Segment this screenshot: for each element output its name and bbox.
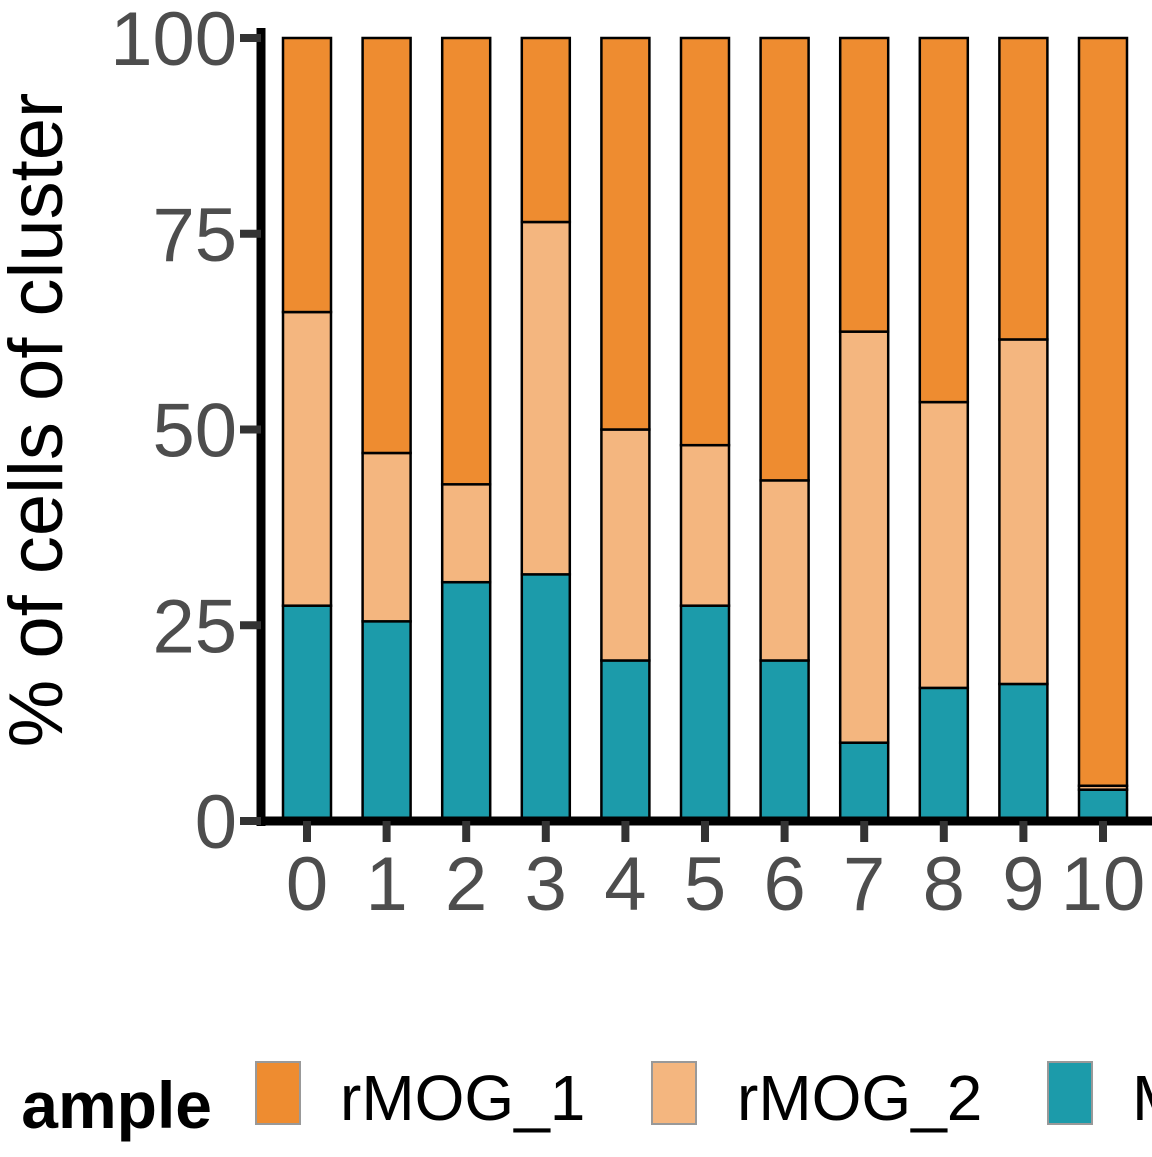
- legend-label-rMOG_2: rMOG_2: [737, 1062, 982, 1134]
- bar-segment-rMOG_2-3: [520, 220, 572, 576]
- bar-segment-M-4: [600, 659, 651, 823]
- bar-segment-M-7: [838, 741, 890, 823]
- bar-segment-rMOG_1-4: [600, 36, 651, 431]
- x-tick-label-5: 5: [684, 842, 726, 927]
- x-tick-label-4: 4: [604, 842, 646, 927]
- y-tick-label-100: 100: [110, 0, 237, 82]
- y-tick-label-0: 0: [195, 780, 237, 865]
- bar-segment-rMOG_2-9: [998, 338, 1049, 686]
- bar-segment-rMOG_2-6: [759, 479, 810, 662]
- bar-segment-rMOG_2-1: [361, 451, 412, 623]
- bar-segment-M-0: [281, 604, 333, 823]
- legend-key-rMOG_2: [651, 1061, 697, 1125]
- x-tick-label-0: 0: [286, 842, 328, 927]
- bar-segment-rMOG_2-4: [600, 428, 651, 662]
- bar-segment-rMOG_1-1: [361, 36, 412, 455]
- bar-segment-rMOG_2-5: [679, 443, 731, 607]
- legend-title: ample: [21, 1068, 212, 1142]
- x-tick-label-3: 3: [525, 842, 567, 927]
- x-tick-label-2: 2: [445, 842, 487, 927]
- bar-segment-rMOG_2-7: [838, 330, 890, 744]
- legend-key-M: [1047, 1061, 1093, 1125]
- y-tick-label-50: 50: [152, 389, 237, 474]
- y-tick-label-25: 25: [152, 584, 237, 669]
- legend-key-rMOG_1: [255, 1061, 301, 1125]
- bar-segment-rMOG_1-3: [520, 36, 572, 224]
- bar-segment-rMOG_1-8: [918, 36, 970, 404]
- bar-segment-rMOG_1-5: [679, 36, 731, 447]
- bar-segment-M-8: [918, 686, 970, 823]
- bar-segment-M-1: [361, 620, 412, 823]
- x-tick-label-7: 7: [843, 842, 885, 927]
- bar-segment-rMOG_1-9: [998, 36, 1049, 341]
- legend-label-rMOG_1: rMOG_1: [340, 1062, 585, 1134]
- legend-label-M: M: [1132, 1062, 1152, 1134]
- bar-segment-M-10: [1077, 788, 1129, 823]
- bar-segment-rMOG_2-0: [281, 310, 333, 607]
- bar-segment-M-3: [520, 573, 572, 823]
- y-tick-label-75: 75: [152, 193, 237, 278]
- x-tick-label-10: 10: [1061, 842, 1146, 927]
- bar-segment-M-9: [998, 682, 1049, 823]
- x-tick-label-9: 9: [1002, 842, 1044, 927]
- bar-segment-rMOG_2-8: [918, 400, 970, 690]
- bar-segment-M-5: [679, 604, 731, 823]
- y-axis-label: % of cells of cluster: [0, 93, 79, 748]
- bar-segment-rMOG_1-2: [440, 36, 492, 486]
- bar-segment-rMOG_1-10: [1077, 36, 1129, 788]
- bar-segment-rMOG_1-6: [759, 36, 810, 482]
- bar-segment-M-6: [759, 659, 810, 823]
- x-tick-label-6: 6: [763, 842, 805, 927]
- bar-segment-rMOG_2-2: [440, 483, 492, 584]
- x-tick-label-8: 8: [923, 842, 965, 927]
- x-tick-label-1: 1: [365, 842, 407, 927]
- bar-segment-rMOG_1-0: [281, 36, 333, 314]
- bar-segment-M-2: [440, 580, 492, 823]
- bar-segment-rMOG_1-7: [838, 36, 890, 333]
- legend: ample rMOG_1 rMOG_2 M: [21, 1061, 1152, 1142]
- bars-layer: [281, 36, 1129, 823]
